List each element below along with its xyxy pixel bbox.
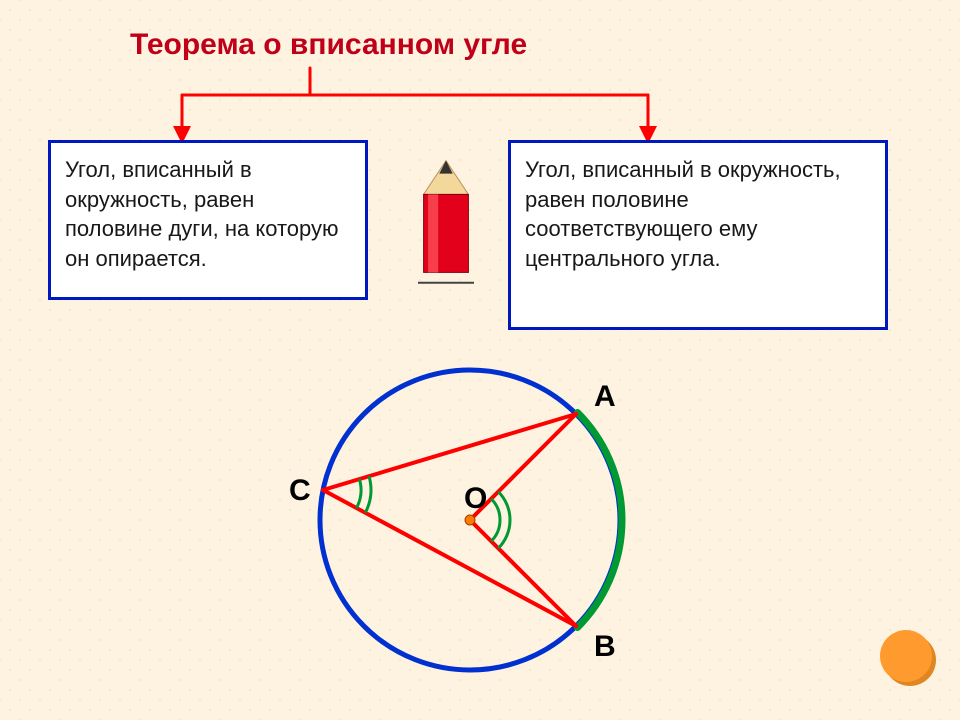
svg-text:O: O bbox=[464, 482, 487, 515]
page-title: Теорема о вписанном угле bbox=[130, 28, 527, 62]
theorem-box-arc-text: Угол, вписанный в окружность, равен поло… bbox=[65, 157, 339, 271]
pencil-icon bbox=[418, 158, 474, 288]
theorem-box-central-text: Угол, вписанный в окружность, равен поло… bbox=[525, 157, 841, 271]
corner-dot bbox=[880, 630, 932, 682]
theorem-box-arc: Угол, вписанный в окружность, равен поло… bbox=[48, 140, 368, 300]
svg-text:A: A bbox=[594, 380, 616, 413]
theorem-box-central: Угол, вписанный в окружность, равен поло… bbox=[508, 140, 888, 330]
inscribed-angle-diagram: A B C O bbox=[270, 350, 670, 690]
svg-text:C: C bbox=[289, 474, 311, 507]
svg-text:B: B bbox=[594, 630, 616, 663]
